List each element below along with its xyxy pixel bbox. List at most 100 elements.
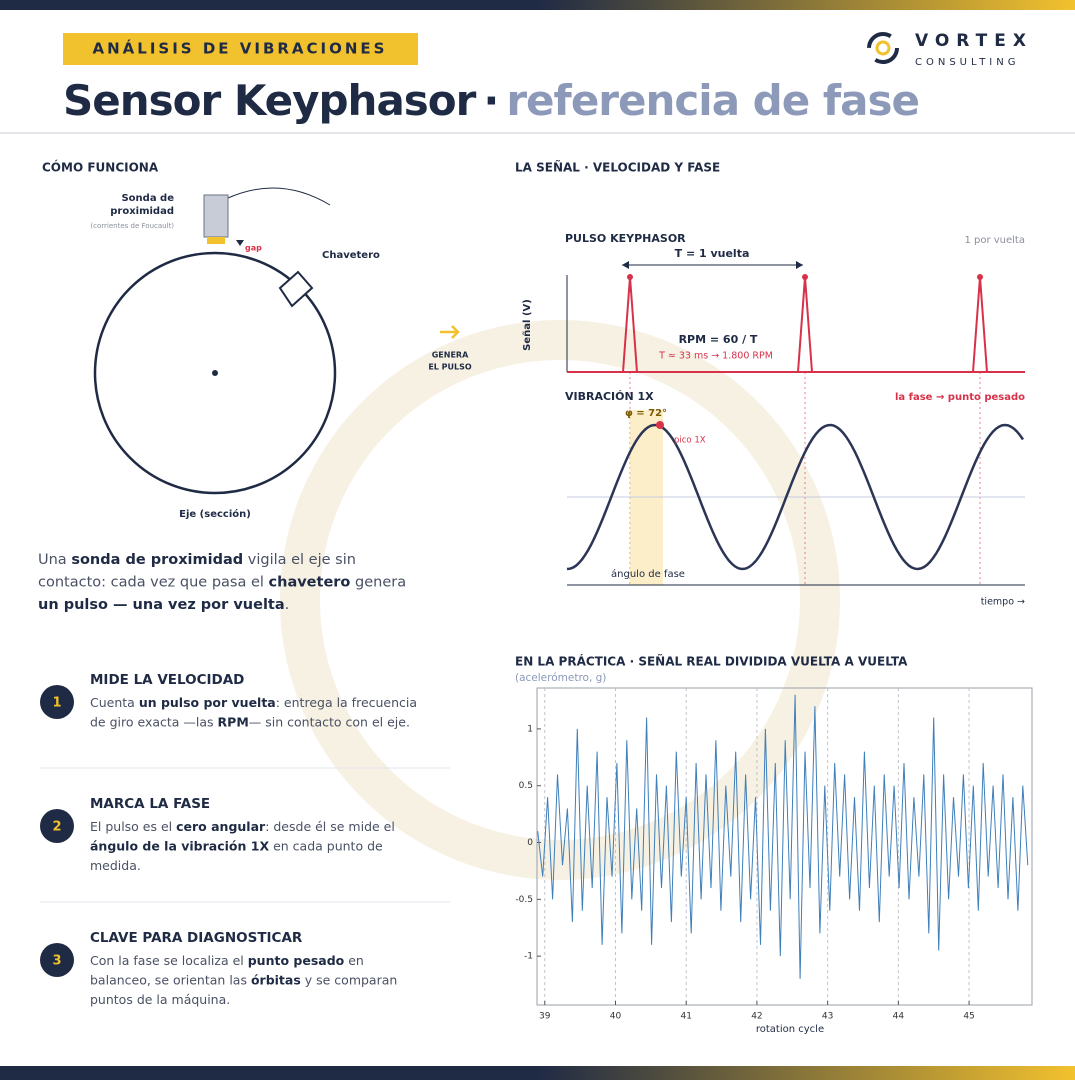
x-axis-label: rotation cycle [756, 1024, 824, 1035]
top-bar [0, 0, 1075, 10]
text-line: El pulso es el cero angular: desde él se… [90, 819, 395, 834]
x-tick-label: 41 [680, 1012, 691, 1022]
probe-note: (corrientes de Foucault) [90, 222, 174, 230]
text-segment: en cada punto de [269, 838, 383, 853]
text-segment: — sin contacto con el eje. [249, 714, 410, 729]
text-layer: Una sonda de proximidad vigila el eje si… [38, 552, 417, 1007]
text-line: Una sonda de proximidad vigila el eje si… [38, 552, 356, 568]
number: 3 [52, 954, 61, 969]
arrow-label: EL PULSO [428, 363, 472, 372]
period-label: T = 1 vuelta [675, 247, 750, 260]
logo-icon [867, 32, 899, 64]
text-segment: Con la fase se localiza el [90, 953, 248, 968]
vib-heading: VIBRACIÓN 1X [565, 390, 654, 403]
peak-dot [656, 421, 664, 429]
peak-label: pico 1X [674, 436, 706, 446]
number-badge [40, 943, 74, 977]
x-tick-label: 45 [963, 1012, 974, 1022]
chart-title: EN LA PRÁCTICA · SEÑAL REAL DIVIDIDA VUE… [515, 654, 908, 669]
probe [203, 194, 229, 238]
pulse [972, 276, 988, 373]
x-tick-label: 40 [610, 1012, 622, 1022]
x-tick-label: 39 [539, 1012, 551, 1022]
rpm-calc: T ≈ 33 ms → 1.800 RPM [658, 351, 773, 362]
pulse-tip [977, 274, 983, 280]
keyway-notch [278, 270, 314, 308]
text-segment: RPM [218, 714, 249, 729]
pulse-note: 1 por vuelta [964, 235, 1025, 246]
title-accent: referencia de fase [506, 76, 919, 125]
text-segment: El pulso es el [90, 819, 176, 834]
text-segment: Una [38, 552, 71, 568]
watermark [280, 320, 840, 880]
text-line: ángulo de la vibración 1X en cada punto … [90, 838, 383, 853]
text-segment: genera [350, 575, 406, 591]
chart-subtitle: (acelerómetro, g) [515, 672, 606, 684]
shaft-label: Eje (sección) [179, 508, 251, 520]
rpm-formula: RPM = 60 / T [679, 333, 758, 346]
shaft-center [212, 370, 218, 376]
text-segment: vigila el eje sin [243, 552, 356, 568]
title-dot: · [483, 76, 498, 125]
text-segment: medida. [90, 858, 141, 873]
text-segment: sonda de proximidad [71, 552, 243, 568]
text-segment: un pulso — una vez por vuelta [38, 597, 285, 613]
probe-tip [207, 237, 225, 244]
x-tick-label: 43 [822, 1012, 833, 1022]
arrow [440, 325, 460, 339]
logo-tagline: CONSULTING [915, 57, 1019, 68]
number: 1 [52, 696, 61, 711]
pulse-tip [802, 274, 808, 280]
plot-frame [536, 687, 1033, 1006]
y-tick-label: 0 [527, 838, 533, 848]
x-tick-label: 42 [751, 1012, 762, 1022]
number-badge [40, 809, 74, 843]
text-line: contacto: cada vez que pasa el chavetero… [38, 575, 406, 591]
pulse-tip [627, 274, 633, 280]
probe-label: proximidad [110, 206, 174, 217]
sine-wave [566, 423, 1025, 571]
text-line: balanceo, se orientan las órbitas y se c… [90, 972, 397, 987]
item-title: MARCA LA FASE [90, 796, 210, 812]
signal-line [537, 694, 1029, 979]
pulses [567, 274, 1025, 585]
text-line: un pulso — una vez por vuelta. [38, 597, 289, 613]
pulse [797, 276, 813, 373]
how-heading: CÓMO FUNCIONA [42, 160, 159, 175]
text-segment: en [344, 953, 364, 968]
text-segment: cero angular [176, 819, 266, 834]
text-segment: contacto: cada vez que pasa el [38, 575, 269, 591]
text-line: Con la fase se localiza el punto pesado … [90, 953, 364, 968]
text-line: Cuenta un pulso por vuelta: entrega la f… [90, 695, 417, 710]
tag-box [63, 33, 418, 65]
pulse-ylabel: Señal (V) [522, 299, 533, 351]
bottom-bar [0, 1066, 1075, 1080]
text-line: de giro exacta —las RPM— sin contacto co… [90, 714, 410, 729]
number: 2 [52, 820, 61, 835]
y-tick-label: 0.5 [519, 781, 533, 791]
pulse-heading: PULSO KEYPHASOR [565, 232, 686, 245]
y-tick-label: -1 [524, 952, 533, 962]
text-segment: chavetero [269, 575, 351, 591]
phase-label: φ = 72° [625, 408, 667, 419]
text-segment: un pulso por vuelta [139, 695, 276, 710]
logo-icon-inner [875, 40, 891, 56]
keyway-label: Chavetero [322, 250, 380, 261]
y-tick-label: 1 [527, 724, 533, 734]
text-segment: puntos de la máquina. [90, 992, 230, 1007]
text-segment: de giro exacta —las [90, 714, 218, 729]
text-segment: órbitas [251, 972, 301, 987]
number-badge [40, 685, 74, 719]
text-line: puntos de la máquina. [90, 992, 230, 1007]
item-title: CLAVE PARA DIAGNOSTICAR [90, 930, 303, 946]
y-tick-label: -0.5 [515, 895, 533, 905]
signal-heading: LA SEÑAL · VELOCIDAD Y FASE [515, 160, 720, 175]
probe-cable [227, 187, 331, 206]
tag: ANÁLISIS DE VIBRACIONES [93, 39, 388, 58]
text-line: medida. [90, 858, 141, 873]
probe-label: Sonda de [121, 193, 174, 204]
gap-marker [236, 240, 244, 246]
